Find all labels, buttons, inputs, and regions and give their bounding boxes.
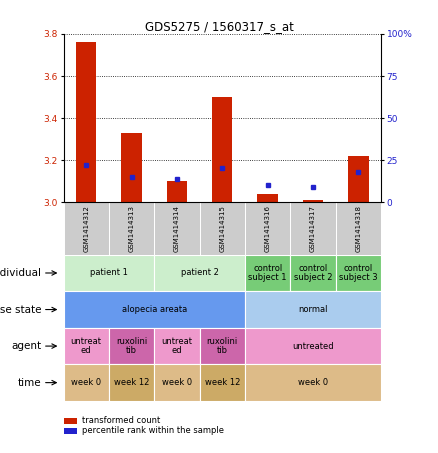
Text: week 12: week 12 (205, 378, 240, 387)
Text: GSM1414316: GSM1414316 (265, 205, 271, 252)
Text: patient 1: patient 1 (90, 269, 128, 278)
Text: GSM1414312: GSM1414312 (83, 205, 89, 252)
Bar (245, 364, 381, 401)
Bar (303, 200, 323, 202)
Text: control
subject 3: control subject 3 (339, 264, 378, 282)
Text: normal: normal (298, 305, 328, 314)
Bar (245, 291, 381, 328)
Text: alopecia areata: alopecia areata (122, 305, 187, 314)
Text: week 0: week 0 (298, 378, 328, 387)
Text: week 0: week 0 (71, 378, 101, 387)
Text: control
subject 1: control subject 1 (248, 264, 287, 282)
Bar (109, 364, 154, 401)
Bar (336, 255, 381, 291)
Text: untreat
ed: untreat ed (162, 337, 192, 356)
Text: untreat
ed: untreat ed (71, 337, 102, 356)
Bar (154, 202, 200, 255)
Text: GSM1414318: GSM1414318 (355, 205, 361, 252)
Bar (245, 202, 290, 255)
Text: percentile rank within the sample: percentile rank within the sample (82, 426, 224, 435)
Bar (154, 364, 200, 401)
Bar (245, 328, 381, 364)
Text: untreated: untreated (292, 342, 334, 351)
Text: GSM1414317: GSM1414317 (310, 205, 316, 252)
Text: GSM1414313: GSM1414313 (129, 205, 134, 252)
Text: time: time (18, 378, 41, 388)
Bar (348, 156, 369, 202)
Bar (64, 202, 109, 255)
Bar (200, 202, 245, 255)
Bar (258, 194, 278, 202)
Text: control
subject 2: control subject 2 (294, 264, 332, 282)
Text: week 12: week 12 (114, 378, 149, 387)
Text: GSM1414314: GSM1414314 (174, 205, 180, 252)
Text: individual: individual (0, 268, 41, 278)
Text: GSM1414315: GSM1414315 (219, 205, 225, 252)
Text: week 0: week 0 (162, 378, 192, 387)
Text: disease state: disease state (0, 304, 41, 314)
Bar (290, 202, 336, 255)
Text: ruxolini
tib: ruxolini tib (207, 337, 238, 356)
Bar (64, 364, 109, 401)
Bar (109, 202, 154, 255)
Bar (64, 328, 109, 364)
Bar (76, 43, 96, 202)
Bar (290, 255, 336, 291)
Bar (245, 255, 290, 291)
Bar (200, 328, 245, 364)
Text: GDS5275 / 1560317_s_at: GDS5275 / 1560317_s_at (145, 20, 293, 34)
Text: agent: agent (11, 341, 41, 351)
Bar (212, 97, 233, 202)
Bar (336, 202, 381, 255)
Bar (154, 328, 200, 364)
Bar (121, 133, 142, 202)
Bar (154, 255, 245, 291)
Text: ruxolini
tib: ruxolini tib (116, 337, 147, 356)
Text: transformed count: transformed count (82, 416, 160, 425)
Bar (200, 364, 245, 401)
Bar (64, 255, 154, 291)
Text: patient 2: patient 2 (180, 269, 219, 278)
Bar (64, 291, 245, 328)
Bar (109, 328, 154, 364)
Bar (167, 181, 187, 202)
